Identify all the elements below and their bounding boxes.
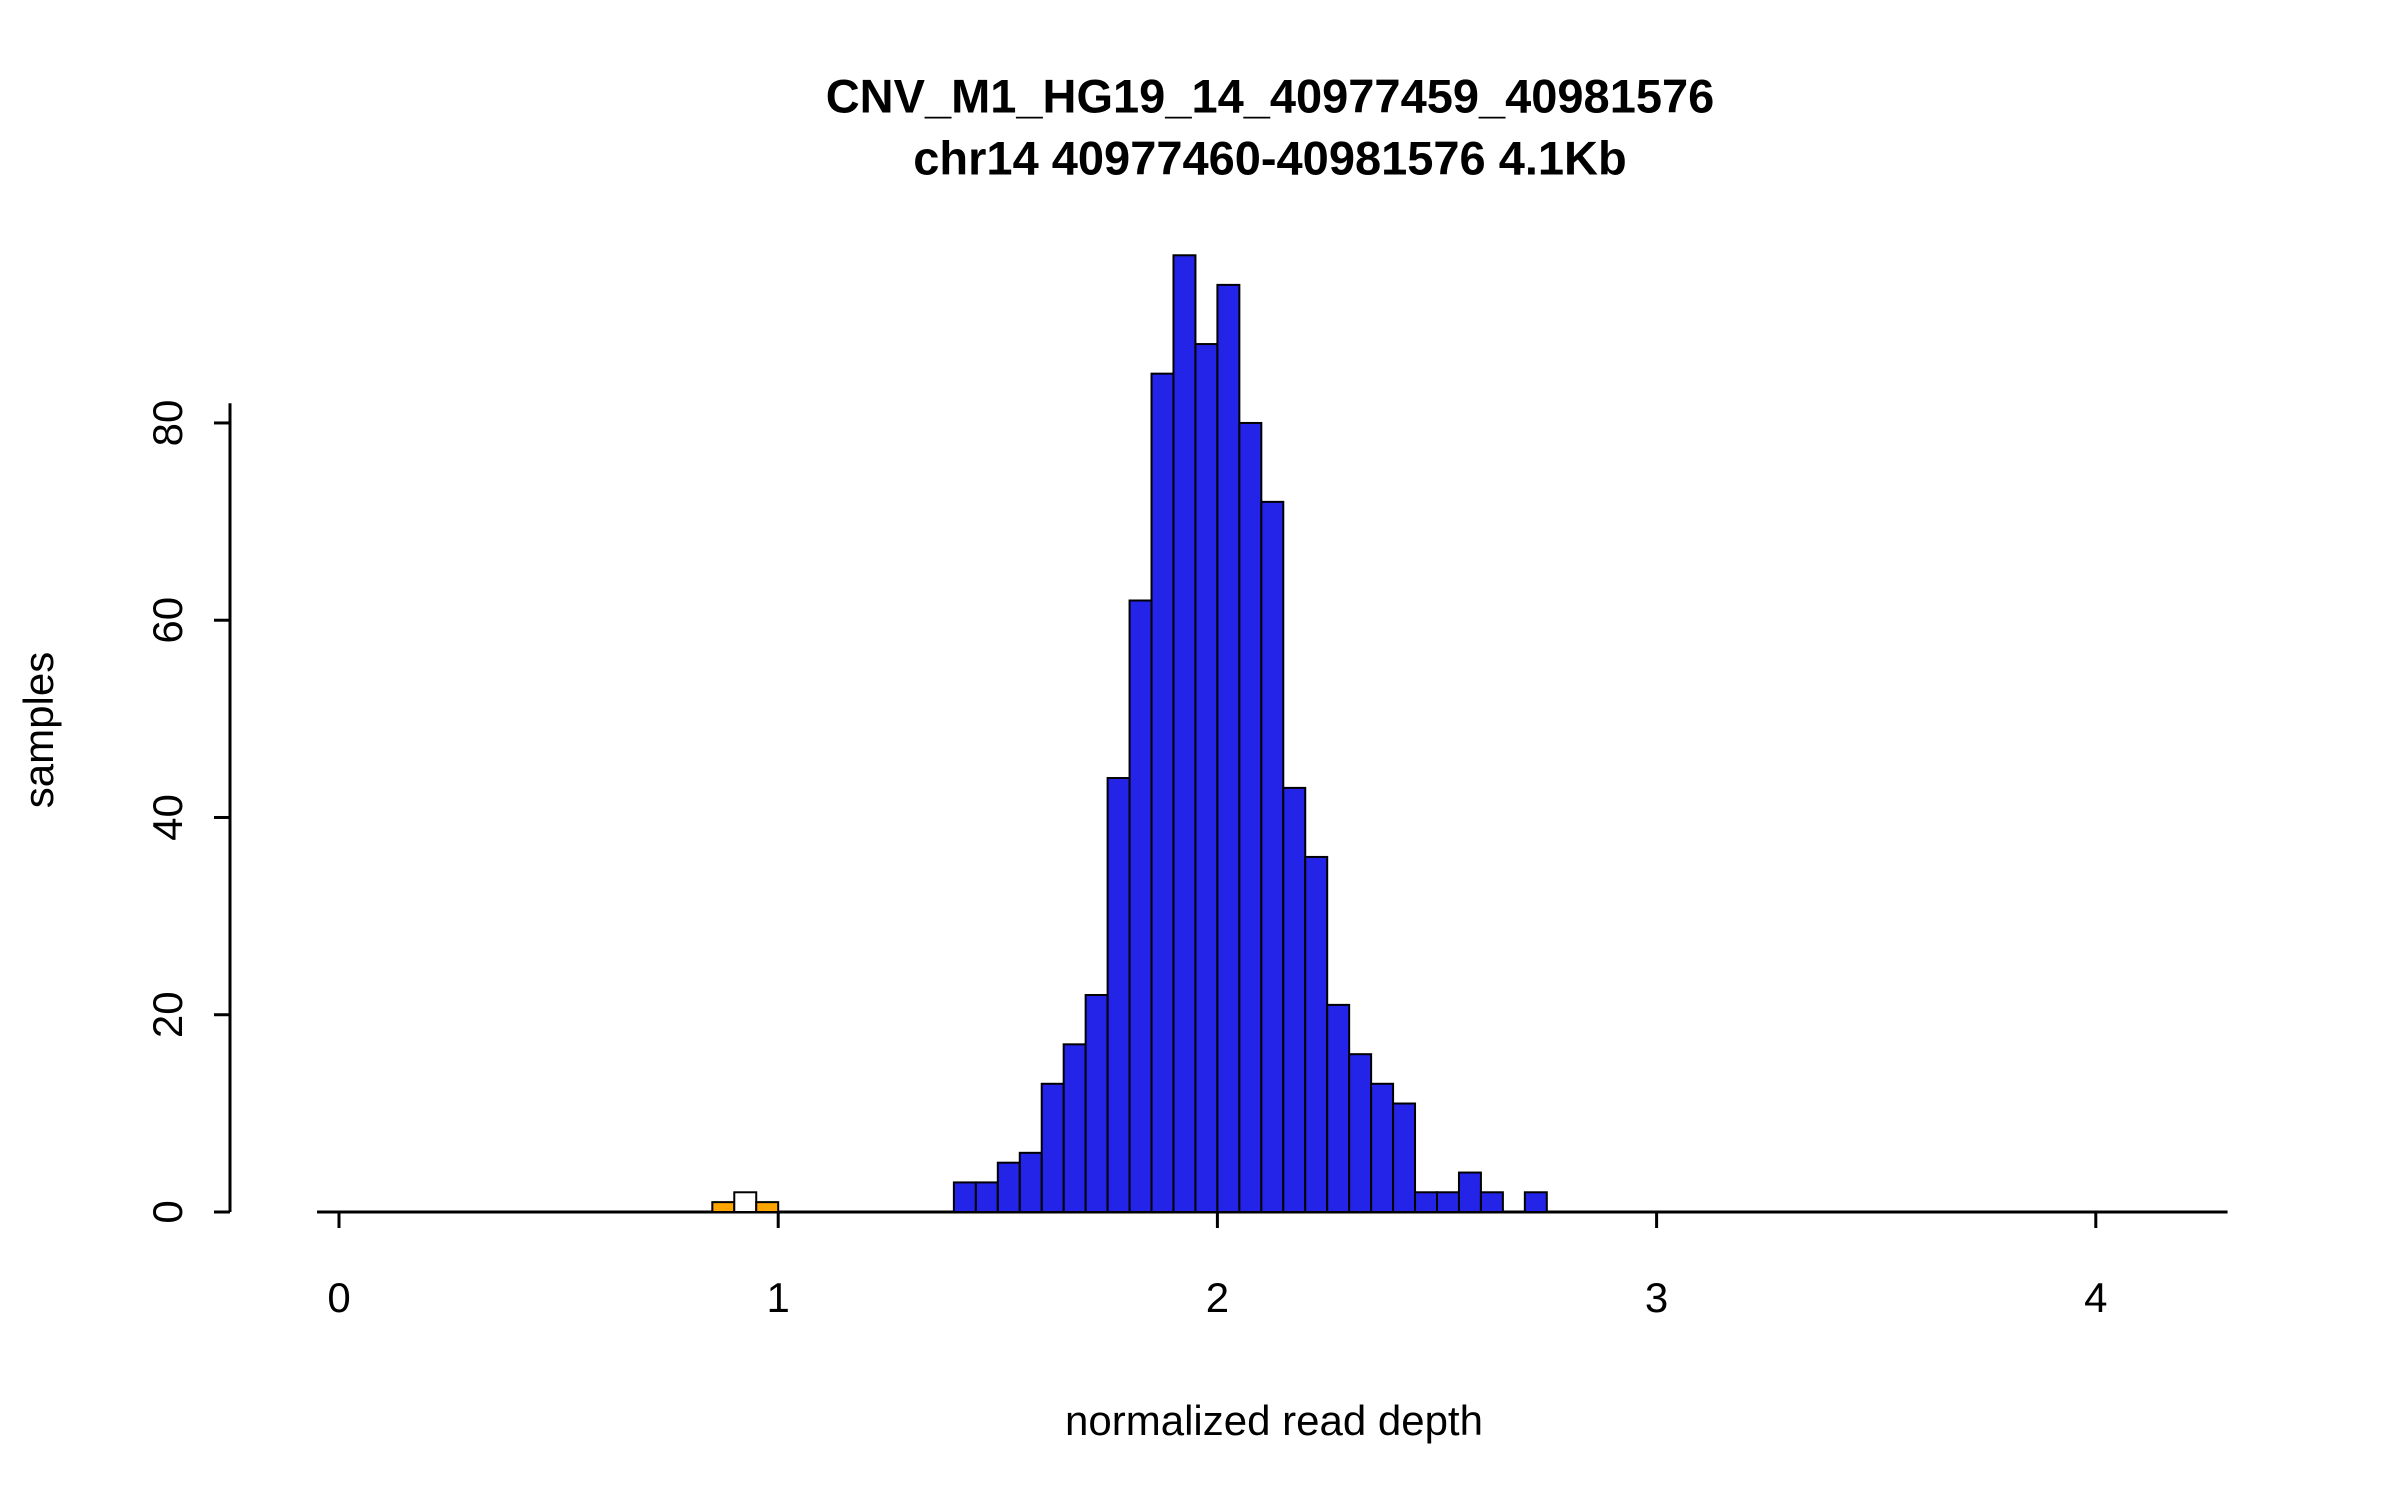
histogram-bar	[1238, 421, 1263, 1213]
histogram-bar	[1414, 1191, 1439, 1214]
histogram-bar	[996, 1161, 1021, 1214]
histogram-bar	[1018, 1151, 1043, 1214]
y-tick-label: 20	[144, 991, 191, 1038]
histogram-bar	[974, 1181, 999, 1214]
histogram-bar	[1194, 343, 1219, 1213]
histogram-bar	[733, 1191, 758, 1214]
histogram-bar	[1392, 1102, 1417, 1213]
histogram-bar	[1128, 599, 1153, 1213]
x-tick-label: 3	[1645, 1274, 1668, 1321]
histogram-bar	[1436, 1191, 1460, 1214]
y-axis-label: samples	[15, 651, 62, 809]
histogram-bar	[1062, 1043, 1087, 1213]
histogram-bar	[1304, 855, 1329, 1213]
histogram-bar	[1172, 254, 1197, 1213]
histogram-bar	[1479, 1191, 1504, 1214]
y-tick-label: 80	[144, 400, 191, 447]
histogram-bar	[1150, 372, 1175, 1213]
histogram-bar	[1040, 1082, 1065, 1213]
histogram-bar	[755, 1201, 780, 1213]
histogram-bar	[1084, 994, 1109, 1213]
y-tick-label: 0	[144, 1200, 191, 1223]
x-tick-label: 0	[327, 1274, 350, 1321]
x-tick-label: 2	[1206, 1274, 1229, 1321]
y-tick-label: 40	[144, 794, 191, 841]
histogram-bar	[711, 1201, 736, 1213]
histogram-bar	[1282, 786, 1307, 1213]
y-tick-label: 60	[144, 597, 191, 644]
chart-title: CNV_M1_HG19_14_40977459_40981576	[825, 69, 1715, 123]
histogram-bar	[1260, 500, 1285, 1213]
x-tick-label: 4	[2084, 1274, 2107, 1321]
x-axis-label: normalized read depth	[1065, 1397, 1483, 1444]
histogram-bar	[1326, 1003, 1351, 1214]
histogram-bar	[1370, 1082, 1395, 1213]
histogram-bar	[1106, 777, 1131, 1213]
x-tick-label: 1	[767, 1274, 790, 1321]
histogram-bar	[1348, 1053, 1373, 1214]
histogram-bar	[952, 1181, 977, 1214]
histogram-bar	[1457, 1171, 1482, 1213]
chart-subtitle: chr14 40977460-40981576 4.1Kb	[913, 131, 1627, 185]
histogram-bar	[1216, 283, 1241, 1213]
histogram-bar	[1523, 1191, 1548, 1214]
